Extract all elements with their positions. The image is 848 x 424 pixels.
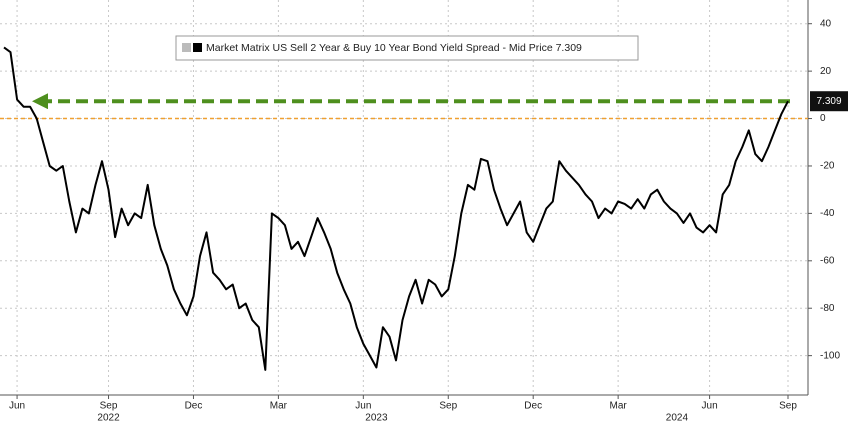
y-tick-label: -100 bbox=[820, 350, 840, 361]
x-tick-label: Mar bbox=[610, 401, 628, 412]
year-label: 2022 bbox=[97, 413, 120, 424]
y-tick-label: 0 bbox=[820, 113, 826, 124]
y-tick-label: 40 bbox=[820, 18, 832, 29]
y-tick-label: -60 bbox=[820, 255, 835, 266]
x-tick-label: Dec bbox=[185, 401, 203, 412]
x-tick-label: Jun bbox=[9, 401, 25, 412]
last-value-label: 7.309 bbox=[816, 96, 841, 107]
legend-swatch bbox=[193, 43, 202, 52]
y-tick-label: -40 bbox=[820, 208, 835, 219]
year-label: 2023 bbox=[365, 413, 388, 424]
x-tick-label: Sep bbox=[439, 401, 457, 412]
x-tick-label: Sep bbox=[779, 401, 797, 412]
last-value-box bbox=[810, 91, 848, 112]
legend: Market Matrix US Sell 2 Year & Buy 10 Ye… bbox=[175, 35, 639, 61]
x-tick-label: Sep bbox=[100, 401, 118, 412]
y-tick-label: 20 bbox=[820, 66, 832, 77]
x-tick-label: Jun bbox=[355, 401, 371, 412]
legend-swatch-bg bbox=[182, 43, 191, 52]
x-tick-label: Mar bbox=[270, 401, 288, 412]
year-label: 2024 bbox=[666, 413, 689, 424]
x-tick-label: Dec bbox=[524, 401, 542, 412]
x-tick-label: Jun bbox=[702, 401, 718, 412]
y-tick-label: -80 bbox=[820, 303, 835, 314]
legend-label: Market Matrix US Sell 2 Year & Buy 10 Ye… bbox=[206, 42, 582, 54]
y-tick-label: -20 bbox=[820, 161, 835, 172]
series-line bbox=[3, 46, 789, 371]
legend-box bbox=[175, 35, 639, 61]
